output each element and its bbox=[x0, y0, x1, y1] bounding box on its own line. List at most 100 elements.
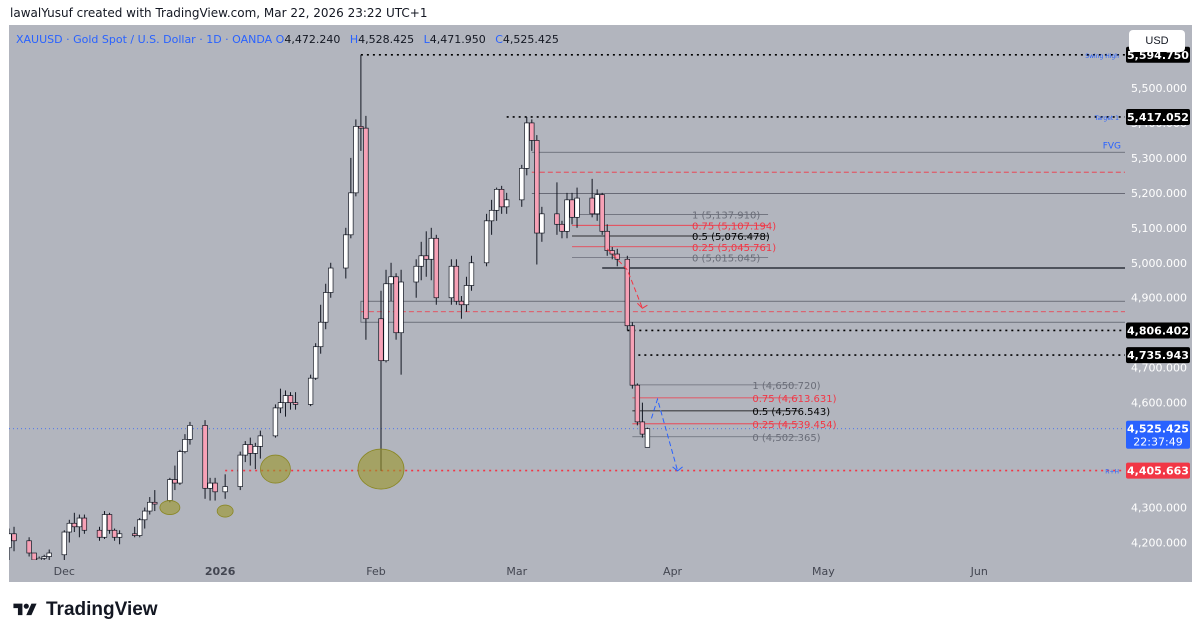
candle-body-77 bbox=[559, 223, 565, 232]
candle-body-54 bbox=[393, 276, 399, 334]
candle-body-57 bbox=[418, 255, 424, 267]
candle-body-6 bbox=[46, 552, 52, 557]
candle-body-36 bbox=[272, 407, 279, 437]
candle-body-56 bbox=[413, 265, 419, 283]
brand-name: TradingView bbox=[46, 599, 158, 620]
currency-button[interactable]: USD bbox=[1129, 30, 1185, 52]
time-axis[interactable]: Dec 2026 Feb Mar Apr May Jun bbox=[9, 560, 1125, 582]
x-tick-label-2: Feb bbox=[366, 565, 385, 578]
y-tick-label-4: 4,600.000 bbox=[1131, 397, 1187, 410]
candle-body-29 bbox=[212, 482, 218, 493]
candle-body-12 bbox=[96, 529, 103, 538]
candle-body-50 bbox=[363, 127, 369, 320]
candle-body-10 bbox=[76, 517, 83, 528]
candle-body-75 bbox=[539, 213, 545, 234]
candle-body-21 bbox=[152, 501, 158, 505]
candle-body-46 bbox=[343, 234, 349, 269]
highlight-ellipse-0 bbox=[159, 500, 181, 515]
candle-body-11 bbox=[81, 517, 88, 531]
candle-body-23 bbox=[172, 479, 178, 484]
candle-body-0 bbox=[6, 533, 12, 549]
candle-body-64 bbox=[463, 285, 470, 306]
candle-body-87 bbox=[624, 258, 630, 327]
y-tick-label-11: 5,300.000 bbox=[1131, 152, 1187, 165]
price-badge-5-countdown: 22:37:49 bbox=[1133, 436, 1182, 449]
candle-body-62 bbox=[453, 265, 460, 302]
chart-caption: lawalYusuf created with TradingView.com,… bbox=[10, 6, 428, 20]
candle-body-27 bbox=[202, 425, 208, 489]
candle-body-40 bbox=[292, 402, 299, 405]
price-axis[interactable]: 4,200.0004,300.0004,400.0004,500.0004,60… bbox=[1125, 25, 1192, 582]
y-tick-label-7: 4,900.000 bbox=[1131, 292, 1187, 305]
candle-body-37 bbox=[277, 402, 284, 409]
candle-body-83 bbox=[599, 194, 605, 232]
candle-body-53 bbox=[388, 276, 394, 285]
close-label: C bbox=[495, 33, 503, 46]
x-tick-label-4: Apr bbox=[663, 565, 683, 578]
x-tick-label-6: Jun bbox=[970, 565, 988, 578]
candle-body-72 bbox=[524, 122, 530, 169]
candle-body-31 bbox=[237, 454, 243, 487]
fib-lower-label-2: 0.5 (4,576.543) bbox=[752, 407, 830, 418]
candle-body-68 bbox=[493, 188, 500, 211]
candle-body-65 bbox=[468, 262, 475, 286]
highlight-ellipse-2 bbox=[260, 454, 291, 484]
candle-body-42 bbox=[312, 346, 319, 379]
candle-body-14 bbox=[106, 514, 113, 531]
highlight-ellipse-3 bbox=[357, 448, 405, 490]
price-badge-1-bg bbox=[1126, 108, 1190, 125]
symbol-legend[interactable]: XAUUSD · Gold Spot / U.S. Dollar · 1D · … bbox=[16, 33, 565, 46]
x-tick-label-1: 2026 bbox=[205, 565, 236, 578]
price-badge-2-bg bbox=[1126, 322, 1190, 339]
candle-body-47 bbox=[348, 192, 354, 236]
candle-body-16 bbox=[116, 533, 123, 538]
candle-body-20 bbox=[147, 501, 153, 512]
fib-upper-label-4: 0 (5,015.045) bbox=[692, 254, 760, 265]
y-tick-label-1: 4,300.000 bbox=[1131, 502, 1187, 515]
candle-body-86 bbox=[614, 253, 620, 260]
candle-body-19 bbox=[142, 510, 148, 521]
candle-body-58 bbox=[423, 255, 429, 260]
candle-body-78 bbox=[564, 199, 570, 232]
y-tick-label-9: 5,100.000 bbox=[1131, 222, 1187, 235]
candle-body-8 bbox=[66, 522, 72, 533]
tradingview-logo-icon bbox=[13, 603, 37, 616]
candle-body-18 bbox=[137, 519, 143, 536]
candle-body-63 bbox=[458, 300, 465, 306]
time-axis-svg: Dec 2026 Feb Mar Apr May Jun bbox=[54, 565, 988, 578]
candle-body-80 bbox=[574, 197, 580, 218]
candle-body-55 bbox=[398, 281, 404, 334]
open-label: O bbox=[275, 33, 285, 46]
candle-body-71 bbox=[519, 168, 525, 201]
candle-body-43 bbox=[318, 321, 324, 348]
candle-body-24 bbox=[177, 451, 183, 484]
candle-body-3 bbox=[31, 552, 37, 561]
candle-body-35 bbox=[257, 435, 264, 447]
x-tick-label-3: Mar bbox=[506, 565, 527, 578]
candle-body-67 bbox=[488, 209, 495, 222]
low-label: L bbox=[423, 33, 430, 46]
high-value: 4,528.425 bbox=[358, 33, 415, 46]
candle-body-30 bbox=[222, 486, 228, 493]
candle-body-79 bbox=[569, 199, 575, 218]
candle-body-38 bbox=[282, 395, 289, 403]
candle-body-22 bbox=[167, 479, 173, 501]
projection-arrowhead-upper bbox=[637, 302, 648, 309]
tradingview-brand[interactable]: TradingView bbox=[10, 599, 158, 621]
candle-body-7 bbox=[61, 531, 67, 556]
symbol-title[interactable]: XAUUSD · Gold Spot / U.S. Dollar · 1D · … bbox=[16, 33, 273, 46]
projection-arrow-lower bbox=[650, 397, 679, 471]
candle-body-91 bbox=[644, 428, 651, 448]
y-tick-label-10: 5,200.000 bbox=[1131, 187, 1187, 200]
chart-pane[interactable]: FVG Swing High Target 1 R+H 1 (5,137.910) 0.7… bbox=[6, 25, 1128, 564]
candle-body-88 bbox=[629, 325, 636, 386]
candle-body-34 bbox=[252, 446, 258, 454]
candle-body-82 bbox=[594, 194, 600, 215]
candle-body-1 bbox=[11, 533, 17, 542]
candle-body-44 bbox=[323, 292, 329, 323]
candle-body-66 bbox=[483, 220, 490, 264]
y-tick-label-8: 5,000.000 bbox=[1131, 257, 1187, 270]
projection-arrowhead-lower bbox=[672, 466, 683, 472]
candle-body-15 bbox=[111, 529, 118, 538]
